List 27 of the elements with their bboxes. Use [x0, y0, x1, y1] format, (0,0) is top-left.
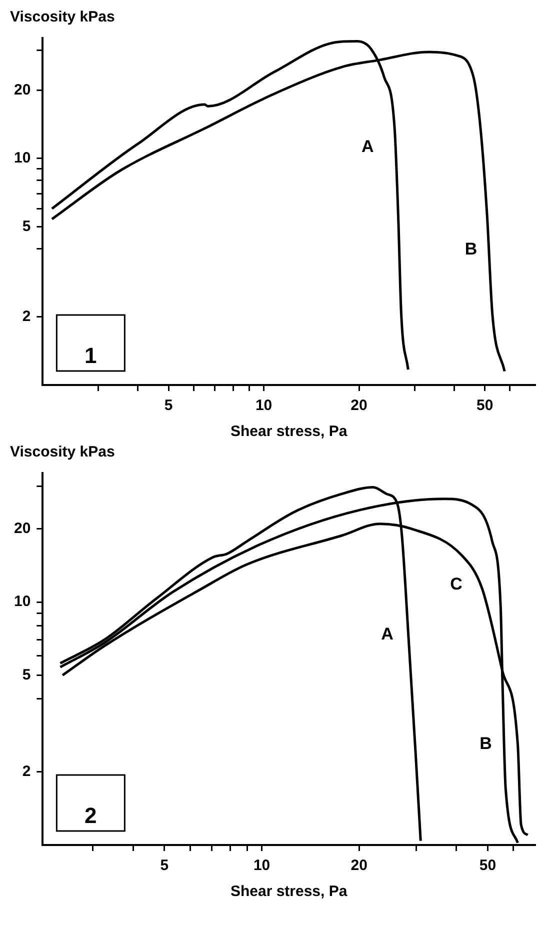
x-tick-label: 10	[255, 397, 272, 414]
y-tick-label: 20	[14, 81, 31, 98]
annotation: 2	[84, 803, 97, 828]
x-tick-label: 5	[160, 857, 169, 874]
y-tick-label: 5	[22, 666, 31, 684]
series-label: C	[450, 574, 462, 594]
x-tick-label: 20	[350, 857, 368, 874]
y-tick-label: 2	[22, 308, 31, 325]
x-axis-title: Shear stress, Pa	[230, 883, 348, 900]
series-label: B	[464, 239, 478, 258]
y-tick-label: 5	[22, 218, 31, 235]
y-axis-title: Viscosity kPas	[10, 8, 115, 26]
annotation: 1	[84, 343, 97, 368]
series-label: B	[480, 734, 492, 754]
y-tick-label: 20	[14, 520, 31, 538]
x-tick-label: 20	[350, 397, 368, 414]
series-label: A	[381, 624, 394, 644]
x-axis-title: Shear stress, Pa	[230, 423, 348, 440]
y-tick-label: 2	[22, 763, 31, 780]
y-tick-label: 10	[14, 150, 31, 167]
x-tick-label: 10	[253, 857, 270, 874]
x-tick-label: 50	[479, 857, 496, 874]
x-tick-label: 5	[164, 397, 173, 414]
y-tick-label: 10	[14, 593, 31, 610]
x-tick-label: 50	[476, 397, 494, 414]
series-label: A	[361, 136, 374, 156]
y-axis-title: Viscosity kPas	[10, 444, 115, 461]
